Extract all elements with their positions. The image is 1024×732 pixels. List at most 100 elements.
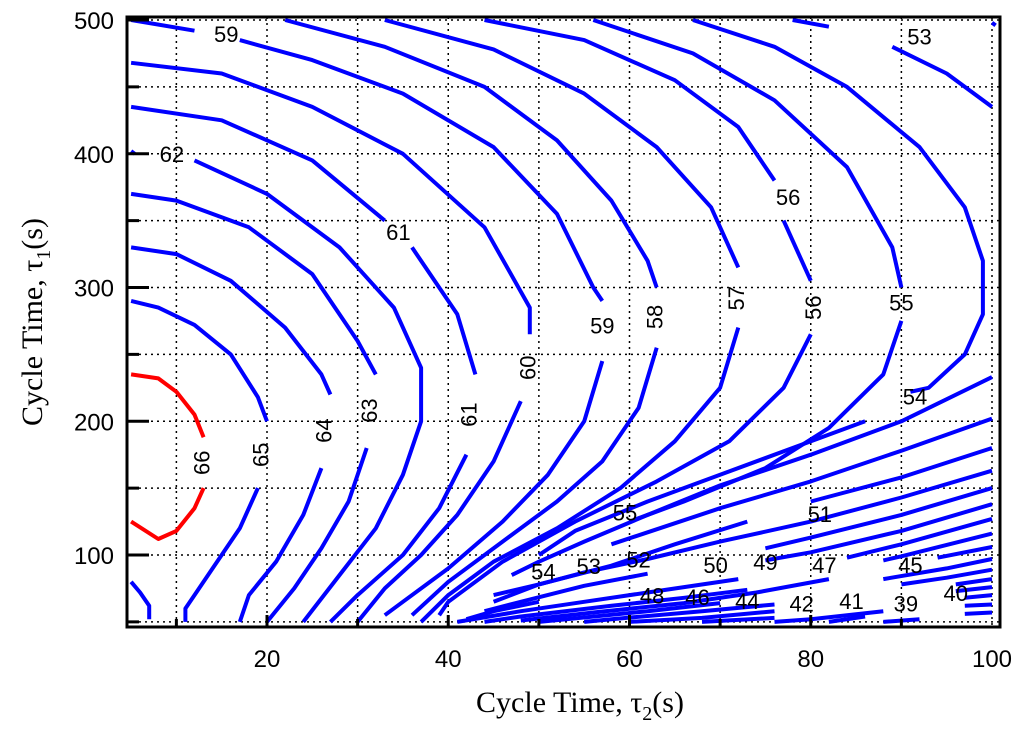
contour-label: 58 [643,305,668,329]
contour-line-64 [130,245,333,396]
contour-label: 48 [640,584,664,609]
contour-line-52 [610,416,993,547]
y-tick-label: 400 [74,142,114,169]
contour-line-56 [781,219,813,282]
contour-label: 52 [626,548,650,573]
contour-line-66 [130,487,206,541]
x-axis-title: Cycle Time, τ2(s) [476,686,684,725]
contour-line-48 [465,599,540,622]
contour-label: 62 [160,142,184,167]
x-axis-title-tail: (s) [652,686,684,719]
contour-label: 56 [776,185,800,210]
contour-line-40 [964,593,993,600]
contour-line-59 [383,360,605,617]
contour-label: 45 [898,553,922,578]
contour-line-45 [520,577,830,623]
contour-line-49 [483,571,648,614]
contour-line-63 [265,447,369,624]
contour-line-58 [284,18,659,289]
contour-line-44 [882,557,993,582]
contour-line-53 [510,375,993,577]
plot-frame [125,15,1002,629]
contour-label: 44 [735,589,759,614]
contour-line-65 [183,487,260,622]
contour-label: 56 [801,295,826,319]
contour-line-54 [537,419,866,557]
y-tick-label: 200 [74,409,114,436]
contour-label: 50 [703,553,727,578]
contour-line-43 [901,567,993,587]
contour-label: 59 [214,22,238,47]
contour-line-51 [810,446,993,504]
x-tick-label: 60 [616,646,643,673]
contour-line-56 [437,333,813,617]
y-tick-label: 100 [74,543,114,570]
x-tick-label: 20 [254,646,281,673]
contour-line-47 [456,577,739,624]
y-axis-title: Cycle Time, τ1(s) [16,218,55,426]
contour-label: 66 [189,450,214,474]
contour-lines [129,18,997,624]
y-tick-labels: 100 200 300 400 500 [74,8,114,570]
contour-line-49 [764,486,993,551]
contour-label: 41 [839,589,863,614]
contour-label: 59 [590,313,614,338]
contour-line-53 [792,18,830,29]
contour-line-59 [239,38,604,303]
contour-line-47 [846,516,993,560]
contour-line-62 [193,158,424,624]
contour-line-67 [129,580,152,620]
contour-line-60 [130,60,532,335]
x-tick-label: 100 [972,646,1012,673]
contour-label: 42 [789,592,813,617]
contour-line-42 [629,609,775,624]
contour-label: 55 [889,291,913,316]
contour-label: 61 [457,402,482,426]
contour-line-45 [937,545,993,560]
contour-label: 47 [812,553,836,578]
contour-label: 57 [724,286,749,310]
contour-line-65 [130,298,269,423]
contour-line-57 [419,327,741,624]
y-axis-title-sub: 1 [33,250,55,260]
contour-label: 55 [613,501,637,526]
contour-line-56 [484,18,777,182]
x-tick-label: 40 [435,646,462,673]
contour-line-61 [328,453,469,624]
contour-label: 51 [808,502,832,527]
axis-ticks [127,18,903,627]
contour-line-61 [130,104,387,223]
contour-line-63 [130,191,378,376]
contour-line-42 [955,577,993,587]
x-tick-label: 80 [797,646,824,673]
contour-label: 54 [903,384,927,409]
y-tick-label: 300 [74,276,114,303]
contour-line-59 [130,18,195,33]
contour-label: 40 [944,581,968,606]
y-tick-label: 500 [74,8,114,35]
x-axis-title-sub: 2 [642,703,652,725]
contour-line-53 [891,45,994,109]
contour-line-54 [692,18,985,394]
contour-line-64 [237,467,324,623]
contour-line-66 [130,372,206,439]
contour-line-46 [882,531,993,563]
contour-line-50 [492,468,993,604]
y-axis-title-tail: (s) [16,218,49,250]
contour-line-57 [384,18,741,269]
y-axis-title-main: Cycle Time, τ [16,260,49,426]
x-axis-title-main: Cycle Time, τ [476,686,642,719]
contour-label: 63 [357,398,382,422]
contour-labels: 59 62 53 56 61 59 58 57 56 55 60 61 63 64 65 66 54 55 51 54… [160,22,968,617]
contour-line-41 [701,615,775,624]
x-tick-labels: 20 40 60 80 100 [254,646,1012,673]
contour-label: 49 [753,550,777,575]
contour-line-52 [990,21,997,27]
contour-label: 46 [685,585,709,610]
contour-label: 61 [386,220,410,245]
contour-line-55 [592,18,904,288]
contour-line-44 [538,601,721,624]
contour-line-43 [584,602,775,624]
contour-line-60 [356,400,523,624]
